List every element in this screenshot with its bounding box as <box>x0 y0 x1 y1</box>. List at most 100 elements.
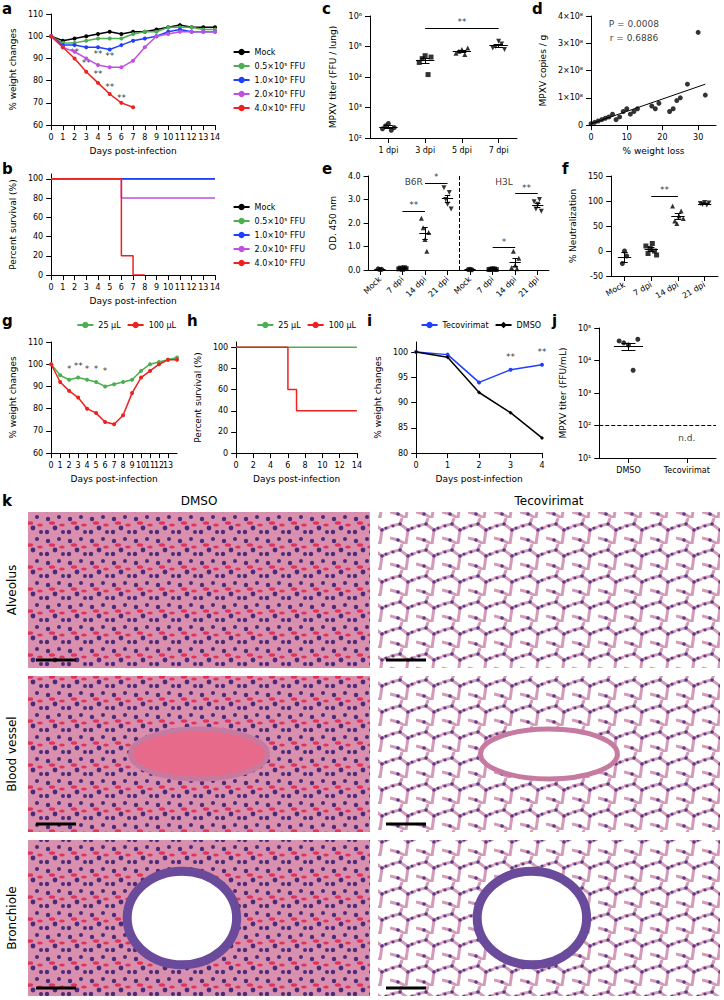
svg-text:*: * <box>67 364 72 374</box>
svg-text:Days post-infection: Days post-infection <box>71 474 158 484</box>
svg-text:100: 100 <box>588 197 603 206</box>
svg-text:4: 4 <box>268 461 273 470</box>
svg-text:0: 0 <box>38 271 43 280</box>
svg-text:100: 100 <box>28 360 43 369</box>
svg-text:10³: 10³ <box>349 103 362 112</box>
svg-text:Mock: Mock <box>255 48 276 57</box>
svg-text:0: 0 <box>49 461 54 470</box>
svg-text:30: 30 <box>693 133 703 142</box>
svg-text:n.d.: n.d. <box>678 433 695 443</box>
svg-text:90: 90 <box>33 54 43 63</box>
svg-text:1: 1 <box>58 461 63 470</box>
svg-text:0: 0 <box>234 461 239 470</box>
svg-text:100: 100 <box>393 348 408 357</box>
svg-text:Percent survival (%): Percent survival (%) <box>193 352 203 442</box>
svg-text:2: 2 <box>67 461 72 470</box>
svg-text:DMSO: DMSO <box>181 494 218 508</box>
svg-text:1: 1 <box>60 133 65 142</box>
svg-text:4: 4 <box>95 133 100 142</box>
svg-text:14: 14 <box>210 283 220 292</box>
svg-text:25 μL: 25 μL <box>278 321 301 330</box>
svg-text:150: 150 <box>588 172 603 181</box>
svg-text:**: ** <box>506 352 516 362</box>
svg-text:21 dpi: 21 dpi <box>681 280 707 300</box>
svg-text:20: 20 <box>657 133 667 142</box>
svg-text:0.5×10⁵ FFU: 0.5×10⁵ FFU <box>255 62 306 71</box>
svg-text:MPXV copies / g: MPXV copies / g <box>538 35 548 107</box>
svg-text:0.5×10⁵ FFU: 0.5×10⁵ FFU <box>255 217 306 226</box>
svg-text:3: 3 <box>508 461 513 470</box>
svg-text:95: 95 <box>398 373 408 382</box>
svg-text:12: 12 <box>187 283 197 292</box>
svg-text:Days post-infection: Days post-infection <box>90 296 177 306</box>
svg-text:10⁵: 10⁵ <box>349 42 362 51</box>
svg-text:8: 8 <box>303 461 308 470</box>
svg-text:P = 0.0008: P = 0.0008 <box>609 19 659 29</box>
svg-text:7: 7 <box>131 283 136 292</box>
svg-text:Mock: Mock <box>362 275 383 296</box>
svg-text:80: 80 <box>33 76 43 85</box>
svg-text:*: * <box>434 172 439 182</box>
svg-text:60: 60 <box>33 121 43 130</box>
svg-text:7 dpi: 7 dpi <box>489 146 509 155</box>
svg-text:0: 0 <box>589 133 594 142</box>
svg-text:Mock: Mock <box>255 203 276 212</box>
svg-text:21 dpi: 21 dpi <box>517 275 541 299</box>
svg-text:3 dpi: 3 dpi <box>415 146 435 155</box>
svg-text:10⁶: 10⁶ <box>349 12 362 21</box>
svg-text:12: 12 <box>187 133 197 142</box>
svg-text:9: 9 <box>130 461 135 470</box>
svg-text:-50: -50 <box>590 272 603 281</box>
svg-text:Tecovirimat: Tecovirimat <box>663 466 710 475</box>
svg-text:11: 11 <box>175 133 185 142</box>
svg-text:**: ** <box>538 347 548 357</box>
svg-text:10¹: 10¹ <box>578 454 591 463</box>
svg-text:5: 5 <box>107 133 112 142</box>
svg-text:**: ** <box>660 185 670 195</box>
svg-text:8: 8 <box>121 461 126 470</box>
svg-text:1×10⁸: 1×10⁸ <box>558 93 583 102</box>
svg-text:Days post-infection: Days post-infection <box>436 474 523 484</box>
svg-text:2: 2 <box>251 461 256 470</box>
svg-text:5 dpi: 5 dpi <box>452 146 472 155</box>
svg-text:40: 40 <box>218 406 228 415</box>
svg-text:**: ** <box>93 49 103 59</box>
svg-text:% weight changes: % weight changes <box>373 356 383 439</box>
svg-text:Percent survival (%): Percent survival (%) <box>8 179 18 269</box>
svg-text:1.0: 1.0 <box>348 242 361 251</box>
svg-text:21 dpi: 21 dpi <box>427 275 451 299</box>
svg-text:80: 80 <box>398 449 408 458</box>
svg-text:**: ** <box>457 17 467 27</box>
svg-text:6: 6 <box>103 461 108 470</box>
svg-text:Mock: Mock <box>452 275 473 296</box>
svg-text:r = 0.6886: r = 0.6886 <box>610 33 659 43</box>
svg-text:7 dpi: 7 dpi <box>385 275 405 295</box>
svg-text:Bronchiole: Bronchiole <box>5 886 19 949</box>
svg-text:MPXV titer (FFU / lung): MPXV titer (FFU / lung) <box>328 26 338 128</box>
svg-text:1: 1 <box>60 283 65 292</box>
svg-text:Days post-infection: Days post-infection <box>90 146 177 156</box>
svg-text:2.0×10⁵ FFU: 2.0×10⁵ FFU <box>255 245 306 254</box>
svg-text:7: 7 <box>112 461 117 470</box>
svg-text:14 dpi: 14 dpi <box>654 280 680 300</box>
svg-text:*: * <box>94 364 99 374</box>
svg-text:12: 12 <box>335 461 345 470</box>
svg-text:6: 6 <box>285 461 290 470</box>
svg-text:*: * <box>103 366 108 376</box>
svg-text:1: 1 <box>445 461 450 470</box>
svg-text:*: * <box>85 364 90 374</box>
svg-text:60: 60 <box>33 213 43 222</box>
svg-text:100 μL: 100 μL <box>329 321 357 330</box>
svg-text:6: 6 <box>119 133 124 142</box>
svg-text:50: 50 <box>593 222 603 231</box>
svg-text:3: 3 <box>76 461 81 470</box>
svg-text:7 dpi: 7 dpi <box>632 280 654 298</box>
svg-text:10: 10 <box>163 283 173 292</box>
svg-text:80: 80 <box>218 364 228 373</box>
svg-text:9: 9 <box>154 283 159 292</box>
svg-text:20: 20 <box>33 251 43 260</box>
svg-text:90: 90 <box>398 398 408 407</box>
svg-text:Days post-infection: Days post-infection <box>253 474 340 484</box>
svg-text:40: 40 <box>33 232 43 241</box>
svg-text:Tecovirimat: Tecovirimat <box>513 494 583 508</box>
